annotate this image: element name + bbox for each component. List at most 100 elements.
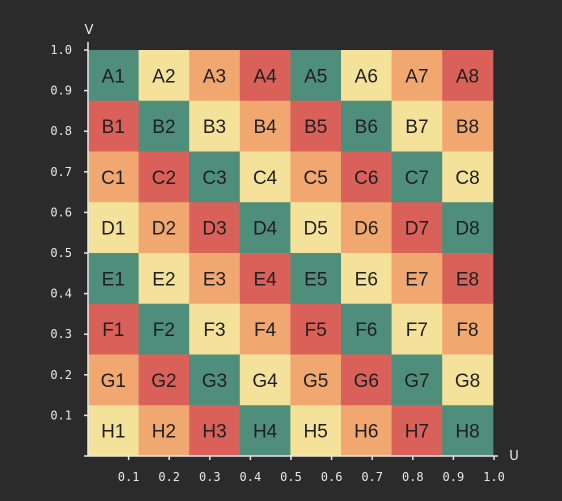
- cell-label: D6: [354, 219, 378, 240]
- grid-cell: B4: [239, 100, 291, 152]
- axes: 0.1 0.2 0.3 0.4 0.5 0.6 0.7 0.8 0.9 1.0 0.1 0.2 0.3…: [50, 23, 518, 484]
- u-tick-label: 0.3: [199, 470, 221, 484]
- grid-cell: B5: [290, 100, 342, 152]
- cell-label: B8: [456, 117, 479, 138]
- cell-label: F1: [102, 320, 124, 341]
- grid-cell: D1: [88, 202, 140, 254]
- grid-cell: B1: [88, 100, 140, 152]
- grid-cell: G6: [341, 354, 393, 406]
- cell-fill: [239, 354, 291, 406]
- cell-label: D3: [202, 219, 226, 240]
- grid-cell: A6: [341, 50, 393, 102]
- u-tick-label: 0.2: [158, 470, 180, 484]
- grid-cell: C5: [290, 151, 342, 203]
- cell-label: H1: [101, 422, 125, 443]
- cell-fill: [88, 50, 140, 102]
- cell-fill: [189, 100, 241, 152]
- grid-cell: C6: [341, 151, 393, 203]
- cell-label: A6: [355, 66, 378, 87]
- cell-fill: [391, 303, 443, 355]
- cell-fill: [391, 354, 443, 406]
- v-tick-label: 0.3: [50, 327, 72, 341]
- cell-fill: [341, 303, 393, 355]
- cell-label: C1: [101, 168, 125, 189]
- cell-fill: [88, 100, 140, 152]
- grid-cell: C8: [442, 151, 494, 203]
- grid-cell: G3: [189, 354, 241, 406]
- cell-fill: [138, 354, 190, 406]
- grid-cell: F8: [442, 303, 494, 355]
- u-tick-label: 0.7: [361, 470, 383, 484]
- cell-fill: [290, 253, 342, 305]
- grid-cell: B6: [341, 100, 393, 152]
- cell-label: B2: [152, 117, 175, 138]
- grid-cell: H2: [138, 405, 190, 457]
- grid-cell: B2: [138, 100, 190, 152]
- grid-cell: F5: [290, 303, 342, 355]
- grid-cell: A8: [442, 50, 494, 102]
- v-tick-label: 0.5: [50, 246, 72, 260]
- grid-cell: E1: [88, 253, 140, 305]
- cell-label: G2: [151, 371, 176, 392]
- cell-label: G3: [202, 371, 227, 392]
- grid-cell: H1: [88, 405, 140, 457]
- cell-label: D7: [405, 219, 429, 240]
- cell-label: H5: [304, 422, 328, 443]
- cell-fill: [442, 303, 494, 355]
- cell-fill: [391, 50, 443, 102]
- cell-label: F4: [254, 320, 277, 341]
- grid-cell: C4: [239, 151, 291, 203]
- cell-label: H7: [405, 422, 429, 443]
- grid-cell: H5: [290, 405, 342, 457]
- cell-label: E3: [203, 269, 226, 290]
- cell-fill: [239, 100, 291, 152]
- cell-label: A7: [405, 66, 428, 87]
- u-tick-label: 0.9: [443, 470, 465, 484]
- grid-cell: A4: [239, 50, 291, 102]
- u-tick-label: 0.4: [240, 470, 262, 484]
- cell-label: A3: [203, 66, 226, 87]
- cell-fill: [290, 354, 342, 406]
- cell-label: F3: [203, 320, 225, 341]
- grid-cell: E5: [290, 253, 342, 305]
- cell-label: E2: [152, 269, 175, 290]
- cell-label: G1: [101, 371, 126, 392]
- cell-fill: [391, 202, 443, 254]
- cell-fill: [138, 151, 190, 203]
- cell-label: C2: [152, 168, 176, 189]
- grid-cell: D3: [189, 202, 241, 254]
- u-axis-ticks: 0.1 0.2 0.3 0.4 0.5 0.6 0.7 0.8 0.9 1.0: [118, 456, 505, 484]
- cell-label: D4: [253, 219, 278, 240]
- cell-fill: [341, 354, 393, 406]
- grid-cell: B8: [442, 100, 494, 152]
- grid-cell: H3: [189, 405, 241, 457]
- cell-label: B7: [405, 117, 428, 138]
- cell-fill: [138, 100, 190, 152]
- grid-cell: G7: [391, 354, 443, 406]
- cell-fill: [239, 202, 291, 254]
- grid-cells: A1 A2 A3 A4 A5 A6 A7 A8 B1 B2 B3 B4 B5 B6 B7 B8 C1 C2 C3 C4…: [88, 50, 494, 457]
- cell-label: F6: [355, 320, 377, 341]
- cell-label: G8: [455, 371, 480, 392]
- grid-cell: E7: [391, 253, 443, 305]
- grid-cell: D2: [138, 202, 190, 254]
- v-tick-label: 0.7: [50, 165, 72, 179]
- cell-fill: [341, 100, 393, 152]
- u-tick-label: 0.5: [280, 470, 302, 484]
- grid-cell: H8: [442, 405, 494, 457]
- grid-cell: D4: [239, 202, 291, 254]
- u-tick-label: 0.8: [402, 470, 424, 484]
- cell-label: A8: [456, 66, 479, 87]
- grid-cell: H6: [341, 405, 393, 457]
- cell-label: E7: [405, 269, 428, 290]
- cell-label: D2: [152, 219, 176, 240]
- cell-fill: [442, 202, 494, 254]
- cell-fill: [391, 100, 443, 152]
- v-tick-label: 0.2: [50, 368, 72, 382]
- grid-cell: E6: [341, 253, 393, 305]
- cell-fill: [189, 405, 241, 457]
- cell-fill: [239, 50, 291, 102]
- cell-label: G6: [354, 371, 379, 392]
- v-axis-ticks: 0.1 0.2 0.3 0.4 0.5 0.6 0.7 0.8 0.9 1.0: [50, 43, 88, 422]
- cell-fill: [290, 303, 342, 355]
